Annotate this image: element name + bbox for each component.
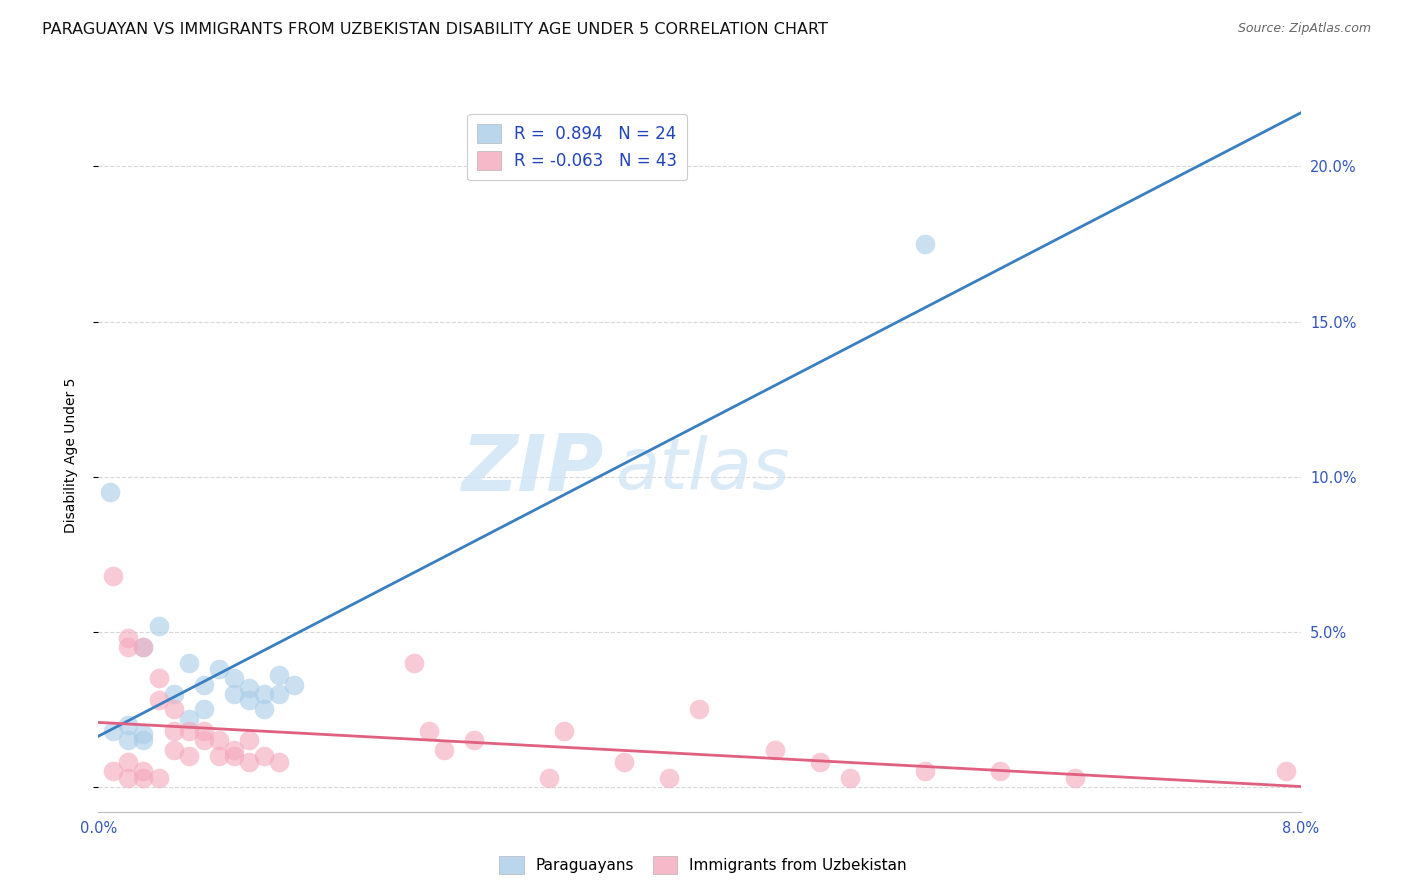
Point	[1064, 771, 1087, 785]
Point	[132, 733, 155, 747]
Point	[177, 724, 200, 739]
Point	[267, 668, 290, 682]
Point	[689, 702, 711, 716]
Point	[613, 755, 636, 769]
Point	[117, 771, 139, 785]
Point	[238, 733, 260, 747]
Point	[132, 640, 155, 655]
Point	[433, 742, 456, 756]
Point	[238, 693, 260, 707]
Point	[100, 485, 122, 500]
Point	[238, 681, 260, 695]
Point	[117, 733, 139, 747]
Point	[117, 755, 139, 769]
Text: ZIP: ZIP	[461, 431, 603, 508]
Point	[538, 771, 561, 785]
Point	[132, 640, 155, 655]
Point	[238, 755, 260, 769]
Point	[132, 771, 155, 785]
Point	[208, 662, 231, 676]
Point	[222, 748, 245, 763]
Point	[132, 764, 155, 779]
Point	[463, 733, 485, 747]
Point	[914, 764, 936, 779]
Legend: R =  0.894   N = 24, R = -0.063   N = 43: R = 0.894 N = 24, R = -0.063 N = 43	[467, 113, 688, 180]
Point	[253, 702, 276, 716]
Point	[193, 677, 215, 691]
Point	[283, 677, 305, 691]
Point	[253, 748, 276, 763]
Point	[148, 618, 170, 632]
Point	[132, 727, 155, 741]
Point	[193, 724, 215, 739]
Point	[103, 724, 125, 739]
Legend: Paraguayans, Immigrants from Uzbekistan: Paraguayans, Immigrants from Uzbekistan	[494, 850, 912, 880]
Point	[222, 687, 245, 701]
Point	[162, 724, 184, 739]
Point	[162, 742, 184, 756]
Point	[914, 236, 936, 251]
Point	[193, 702, 215, 716]
Point	[658, 771, 681, 785]
Point	[103, 764, 125, 779]
Point	[1274, 764, 1296, 779]
Point	[148, 771, 170, 785]
Point	[808, 755, 831, 769]
Point	[148, 671, 170, 685]
Point	[763, 742, 786, 756]
Point	[222, 742, 245, 756]
Point	[177, 712, 200, 726]
Point	[208, 748, 231, 763]
Point	[402, 656, 425, 670]
Point	[988, 764, 1011, 779]
Point	[208, 733, 231, 747]
Text: PARAGUAYAN VS IMMIGRANTS FROM UZBEKISTAN DISABILITY AGE UNDER 5 CORRELATION CHAR: PARAGUAYAN VS IMMIGRANTS FROM UZBEKISTAN…	[42, 22, 828, 37]
Point	[267, 755, 290, 769]
Point	[162, 687, 184, 701]
Point	[553, 724, 575, 739]
Point	[117, 631, 139, 645]
Y-axis label: Disability Age Under 5: Disability Age Under 5	[63, 377, 77, 533]
Point	[418, 724, 440, 739]
Text: Source: ZipAtlas.com: Source: ZipAtlas.com	[1237, 22, 1371, 36]
Point	[117, 640, 139, 655]
Point	[177, 748, 200, 763]
Point	[177, 656, 200, 670]
Point	[193, 733, 215, 747]
Text: atlas: atlas	[616, 434, 790, 504]
Point	[222, 671, 245, 685]
Point	[267, 687, 290, 701]
Point	[253, 687, 276, 701]
Point	[162, 702, 184, 716]
Point	[838, 771, 860, 785]
Point	[148, 693, 170, 707]
Point	[117, 718, 139, 732]
Point	[103, 569, 125, 583]
